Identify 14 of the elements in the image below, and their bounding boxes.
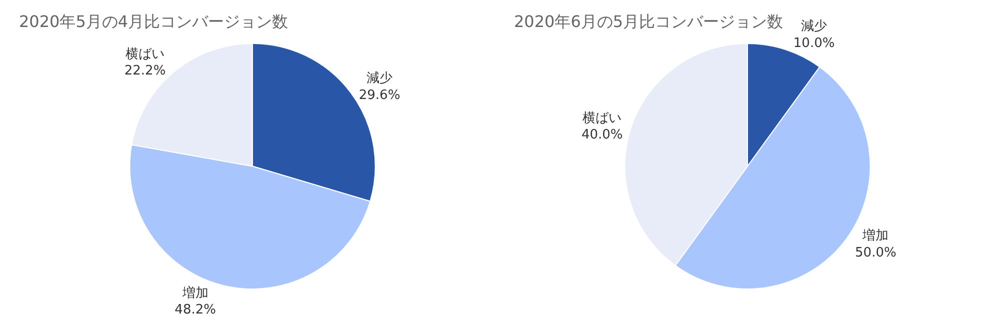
slice-label: 減少 [801, 19, 828, 34]
data-label: 40.0% [581, 128, 623, 143]
slice-label: 増加 [181, 284, 208, 301]
slice-label: 横ばい [126, 46, 165, 62]
chart-title: 2020年6月の5月比コンバージョン数 [514, 12, 784, 31]
slice-label: 減少 [366, 71, 393, 86]
chart-title: 2020年5月の4月比コンバージョン数 [19, 12, 288, 31]
slice-label: 横ばい [582, 110, 622, 126]
data-label: 10.0% [793, 36, 835, 52]
data-label: 22.2% [124, 64, 166, 79]
slice-label: 増加 [862, 228, 889, 244]
data-label: 50.0% [855, 246, 896, 261]
data-label: 29.6% [358, 88, 400, 104]
data-label: 48.2% [174, 302, 216, 318]
